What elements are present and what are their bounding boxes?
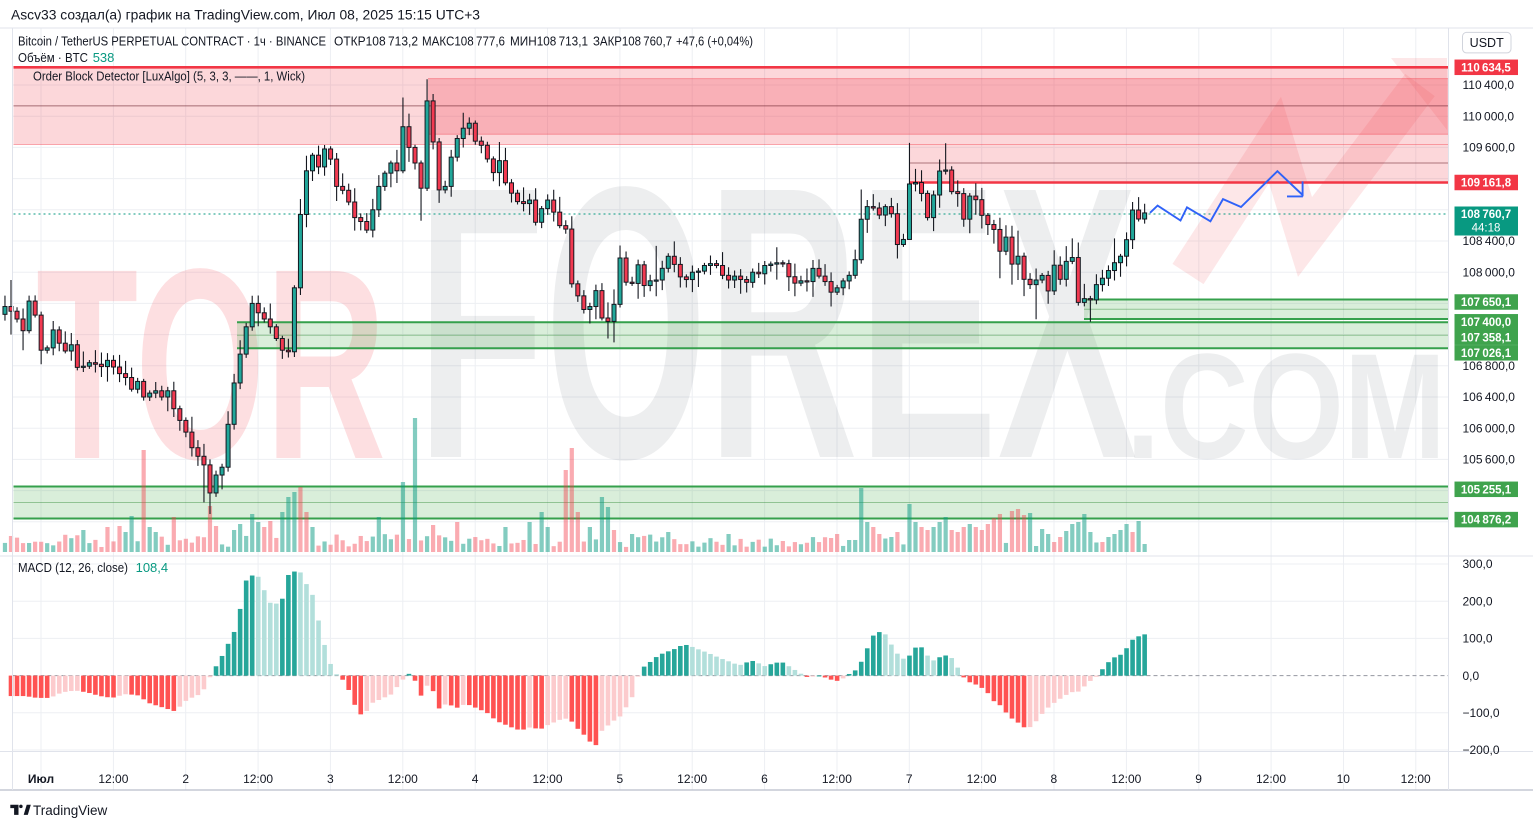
svg-text:538: 538 [93, 50, 115, 65]
svg-text:106 800,0: 106 800,0 [1463, 359, 1516, 373]
svg-text:12:00: 12:00 [1401, 772, 1431, 786]
svg-text:110 400,0: 110 400,0 [1463, 78, 1515, 92]
svg-text:ОТКР108 713,2: ОТКР108 713,2 [334, 34, 418, 49]
svg-text:7: 7 [906, 772, 913, 786]
svg-text:44:18: 44:18 [1472, 223, 1501, 235]
svg-text:.COM: .COM [1126, 322, 1446, 490]
svg-text:4: 4 [472, 772, 479, 786]
svg-text:12:00: 12:00 [532, 772, 562, 786]
svg-text:105 600,0: 105 600,0 [1463, 453, 1516, 467]
svg-text:6: 6 [761, 772, 768, 786]
svg-text:105 255,1: 105 255,1 [1461, 484, 1512, 496]
svg-text:104 876,2: 104 876,2 [1461, 515, 1511, 527]
svg-text:12:00: 12:00 [388, 772, 418, 786]
svg-text:106 000,0: 106 000,0 [1463, 421, 1516, 435]
svg-text:Order Block Detector [LuxAlgo]: Order Block Detector [LuxAlgo] (5, 3, 3,… [33, 69, 305, 84]
svg-text:−100,0: −100,0 [1463, 706, 1500, 720]
svg-text:300,0: 300,0 [1463, 557, 1493, 571]
svg-text:USDT: USDT [1470, 36, 1504, 50]
svg-text:106 400,0: 106 400,0 [1463, 390, 1516, 404]
svg-text:200,0: 200,0 [1463, 594, 1493, 608]
svg-text:Bitcoin / TetherUS PERPETUAL C: Bitcoin / TetherUS PERPETUAL CONTRACT · … [18, 34, 326, 49]
svg-text:0,0: 0,0 [1463, 669, 1480, 683]
svg-text:107 358,1: 107 358,1 [1461, 332, 1512, 344]
svg-text:12:00: 12:00 [967, 772, 997, 786]
svg-text:9: 9 [1195, 772, 1202, 786]
svg-text:107 650,1: 107 650,1 [1461, 297, 1512, 309]
svg-text:110 000,0: 110 000,0 [1463, 109, 1515, 123]
svg-text:12:00: 12:00 [1256, 772, 1286, 786]
svg-text:2: 2 [182, 772, 189, 786]
svg-text:109 161,8: 109 161,8 [1461, 178, 1512, 190]
svg-text:100,0: 100,0 [1463, 632, 1493, 646]
svg-text:108 760,7: 108 760,7 [1461, 209, 1511, 221]
svg-text:8: 8 [1051, 772, 1058, 786]
svg-text:12:00: 12:00 [98, 772, 128, 786]
svg-text:108 000,0: 108 000,0 [1463, 265, 1516, 279]
svg-text:5: 5 [616, 772, 623, 786]
svg-text:109 600,0: 109 600,0 [1463, 141, 1516, 155]
svg-text:107 400,0: 107 400,0 [1461, 317, 1511, 329]
svg-text:TradingView: TradingView [33, 803, 108, 818]
svg-text:+47,6 (+0,04%): +47,6 (+0,04%) [676, 34, 753, 49]
svg-text:Ascv33 создал(а) график на Tra: Ascv33 создал(а) график на TradingView.c… [11, 8, 480, 23]
svg-text:12:00: 12:00 [243, 772, 273, 786]
svg-text:107 026,1: 107 026,1 [1461, 348, 1512, 360]
svg-text:МИН108 713,1: МИН108 713,1 [510, 34, 588, 49]
svg-text:−200,0: −200,0 [1463, 743, 1500, 757]
svg-text:Июл: Июл [28, 772, 54, 786]
svg-text:108 400,0: 108 400,0 [1463, 234, 1516, 248]
svg-text:MACD (12, 26, close): MACD (12, 26, close) [18, 560, 128, 575]
svg-text:ЗАКР108 760,7: ЗАКР108 760,7 [593, 34, 672, 49]
svg-text:МАКС108 777,6: МАКС108 777,6 [422, 34, 505, 49]
svg-text:3: 3 [327, 772, 334, 786]
svg-text:110 634,5: 110 634,5 [1461, 62, 1511, 74]
svg-text:12:00: 12:00 [677, 772, 707, 786]
svg-text:12:00: 12:00 [822, 772, 852, 786]
svg-text:FOREX: FOREX [417, 107, 1138, 540]
svg-text:12:00: 12:00 [1111, 772, 1141, 786]
svg-text:Объём · BTC: Объём · BTC [18, 50, 88, 65]
svg-text:10: 10 [1337, 772, 1351, 786]
svg-text:108,4: 108,4 [136, 560, 169, 575]
